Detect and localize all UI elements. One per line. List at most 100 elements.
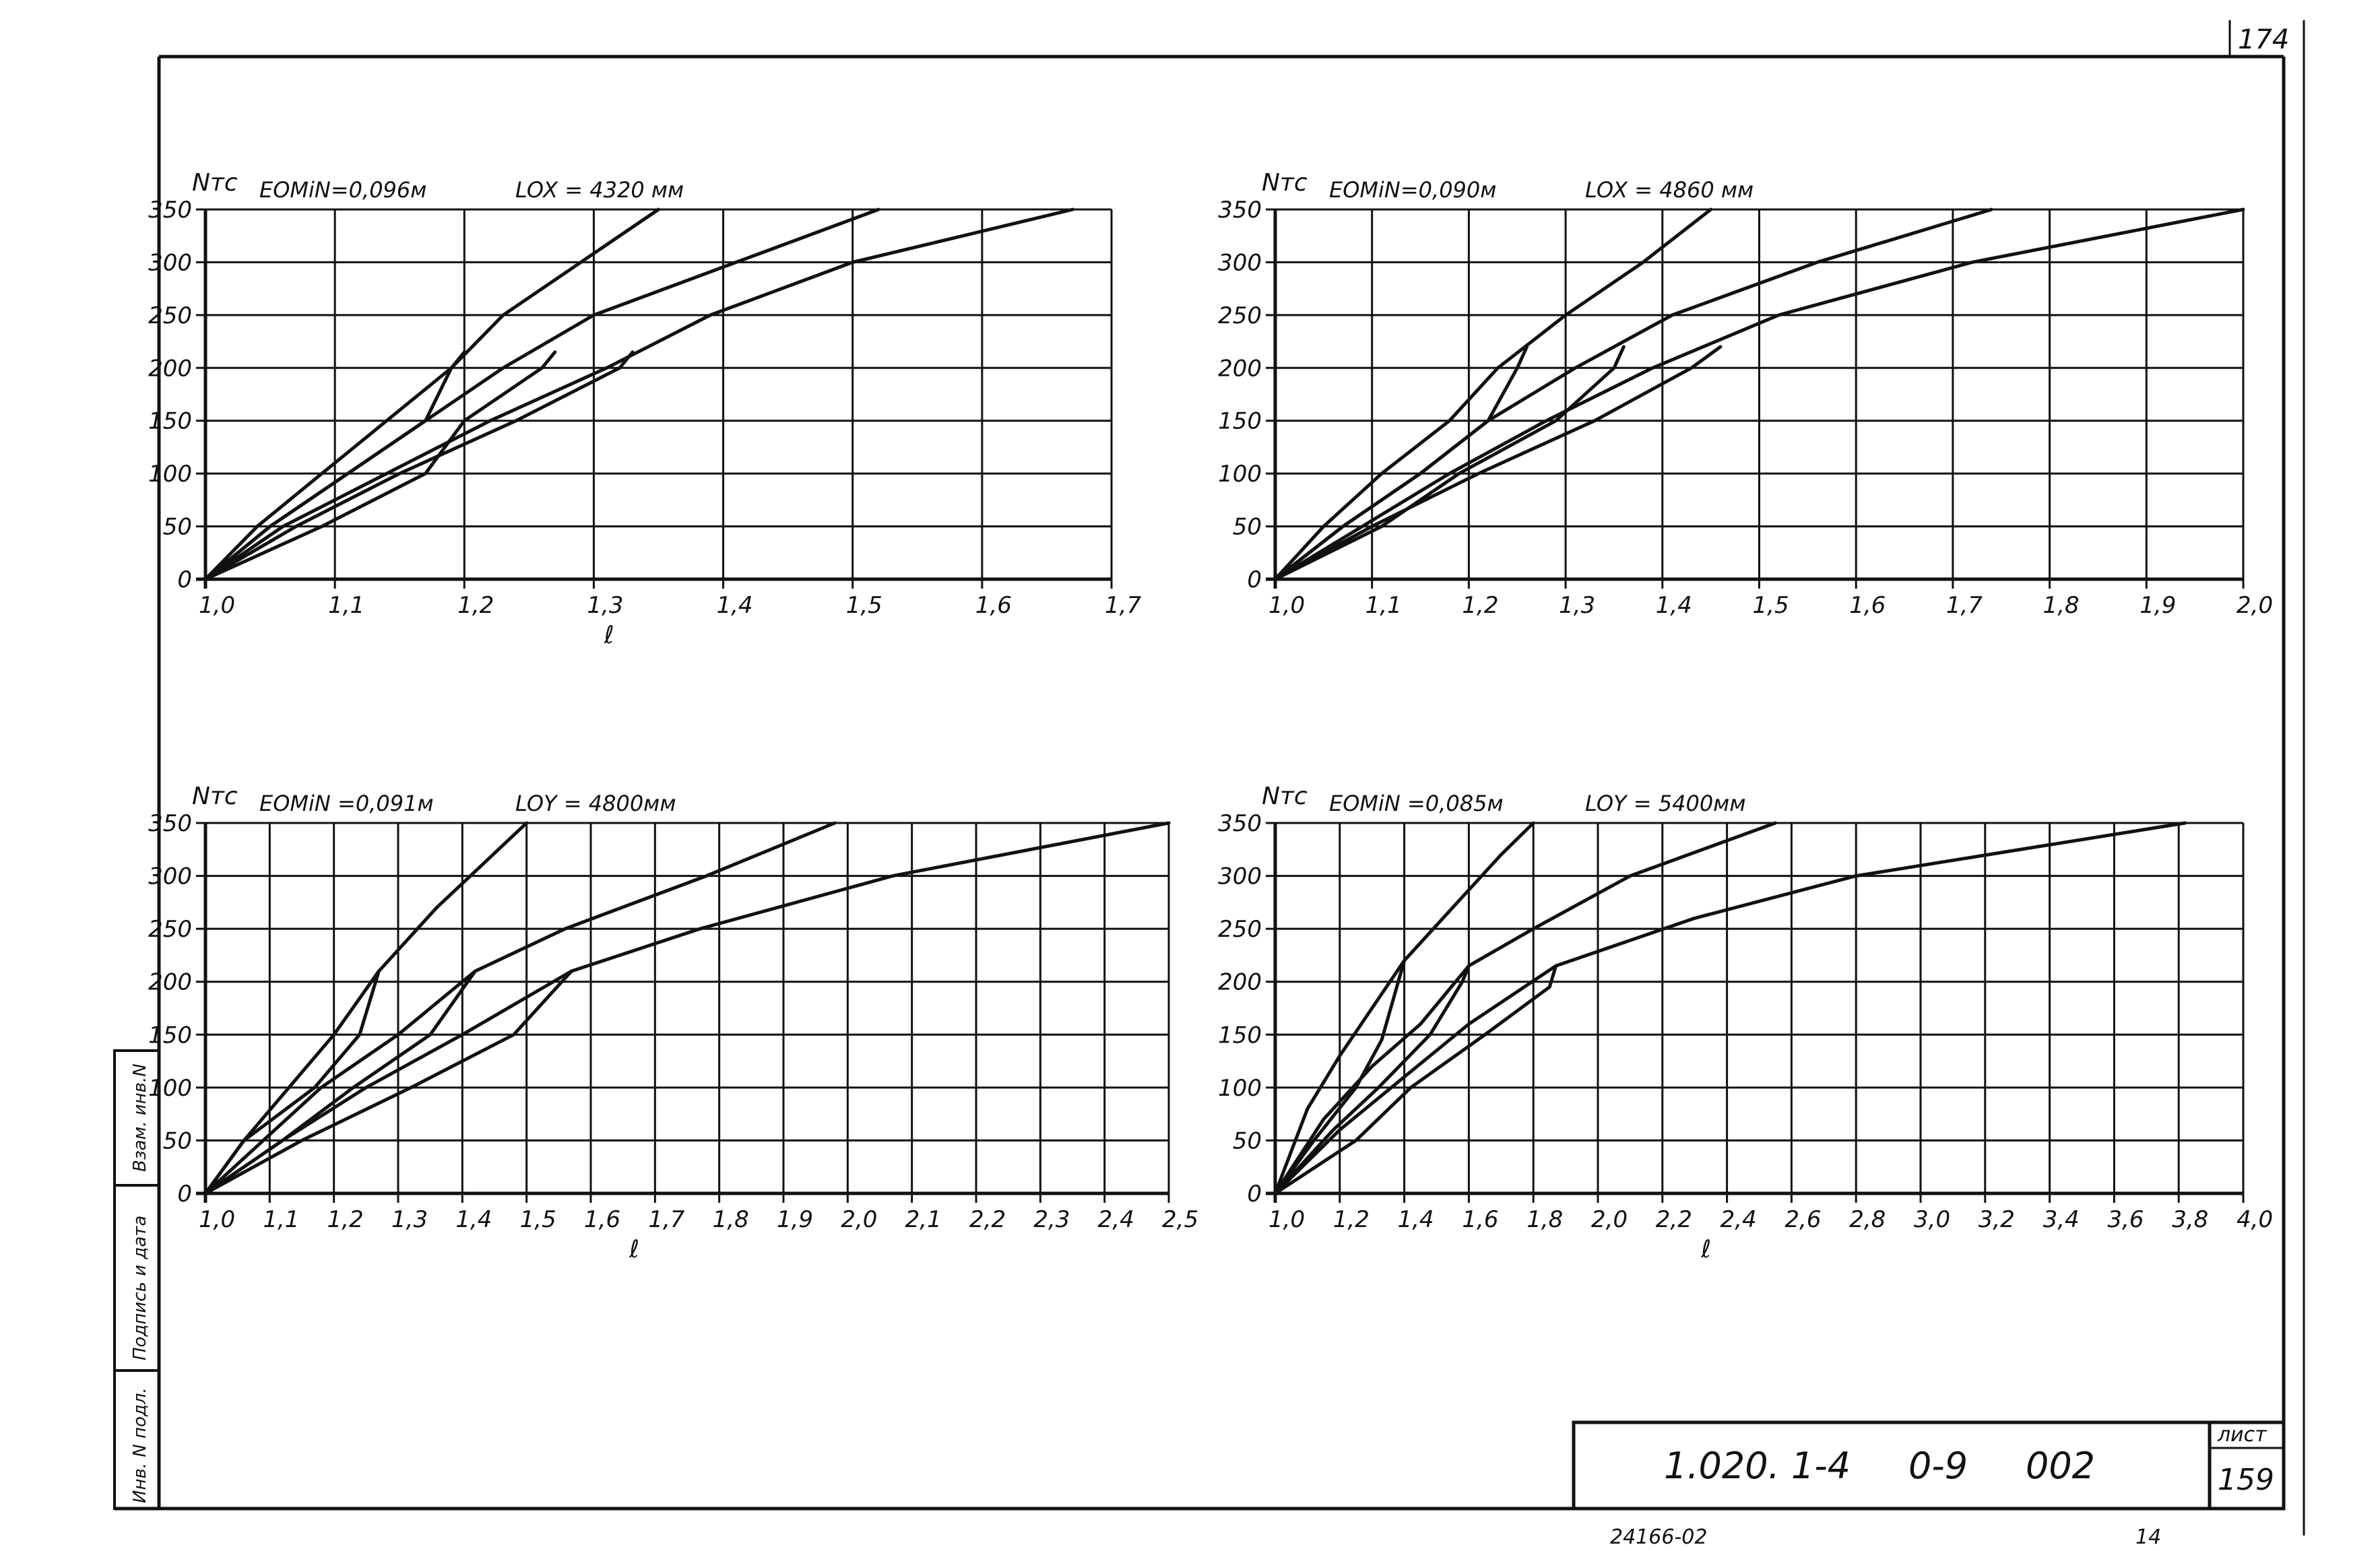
y-tick-label: 300 bbox=[148, 863, 192, 890]
x-tick-label: 1,0 bbox=[199, 592, 235, 619]
length-annotation: LOX = 4320 мм bbox=[515, 177, 684, 203]
series-line-4 bbox=[203, 350, 635, 581]
side-label-2: Подпись и дата bbox=[130, 1216, 150, 1360]
x-tick-label: 1,6 bbox=[975, 592, 1012, 619]
y-tick-label: 250 bbox=[148, 302, 192, 329]
series-line-5 bbox=[203, 350, 557, 581]
series-line-5 bbox=[1273, 345, 1626, 581]
y-tick-label: 200 bbox=[1218, 969, 1262, 996]
sheet-frame bbox=[115, 20, 2305, 1536]
y-tick-label: 100 bbox=[148, 461, 192, 488]
y-tick-label: 50 bbox=[1233, 1127, 1262, 1154]
x-tick-label: 1,8 bbox=[1526, 1206, 1563, 1233]
series-line-2 bbox=[1273, 821, 1777, 1195]
y-tick-label: 350 bbox=[1218, 197, 1262, 224]
x-tick-label: 1,2 bbox=[327, 1206, 364, 1233]
emin-annotation: EOMiN =0,091м bbox=[259, 791, 434, 816]
x-tick-label: 1,5 bbox=[1753, 592, 1789, 619]
y-tick-label: 250 bbox=[1218, 302, 1262, 329]
x-tick-label: 1,4 bbox=[1398, 1206, 1434, 1233]
chart-top-right: 1,0 1,1 1,2 1,3 1,4 1,5 1,6 1,7 1,8 1,9 2,0 0 50 100 1… bbox=[1218, 169, 2273, 619]
x-axis-title: ℓ bbox=[1700, 1236, 1711, 1263]
corner-number: 174 bbox=[2238, 24, 2289, 55]
y-tick-label: 300 bbox=[1218, 249, 1262, 276]
series-line-3 bbox=[203, 821, 1171, 1195]
x-tick-label: 1,6 bbox=[1849, 592, 1886, 619]
y-tick-label: 100 bbox=[1218, 1075, 1262, 1102]
series-line-5 bbox=[203, 969, 477, 1195]
y-tick-label: 150 bbox=[1218, 408, 1262, 435]
series-line-2 bbox=[203, 207, 880, 581]
x-tick-label: 4,0 bbox=[2237, 1206, 2273, 1233]
y-tick-label: 200 bbox=[1218, 355, 1262, 382]
x-tick-label: 2,0 bbox=[841, 1206, 877, 1233]
x-tick-label: 1,2 bbox=[457, 592, 494, 619]
x-tick-label: 2,1 bbox=[905, 1206, 942, 1233]
series-line-3 bbox=[1273, 207, 2245, 581]
x-tick-label: 1,9 bbox=[777, 1206, 813, 1233]
y-tick-label: 0 bbox=[177, 566, 192, 593]
x-tick-label: 1,8 bbox=[2043, 592, 2080, 619]
y-tick-label: 150 bbox=[1218, 1022, 1262, 1049]
x-tick-label: 2,4 bbox=[1720, 1206, 1757, 1233]
sheet-label: лист bbox=[2217, 1423, 2268, 1447]
y-tick-label: 350 bbox=[1218, 810, 1262, 837]
emin-annotation: EOMiN =0,085м bbox=[1329, 791, 1504, 816]
y-tick-label: 100 bbox=[1218, 461, 1262, 488]
x-tick-label: 1,7 bbox=[1946, 592, 1983, 619]
y-tick-label: 350 bbox=[148, 810, 192, 837]
document-code: 1.020. 1-4 0-9 002 bbox=[1664, 1445, 2095, 1487]
x-tick-label: 1,0 bbox=[199, 1206, 235, 1233]
series-line-6 bbox=[1273, 345, 1529, 581]
sheet-number: 159 bbox=[2218, 1463, 2274, 1497]
series-line-3 bbox=[203, 207, 1074, 581]
chart-top-left: 1,0 1,1 1,2 1,3 1,4 1,5 1,6 1,7 0 50 100 150 200 250 3… bbox=[148, 169, 1141, 649]
length-annotation: LOY = 4800мм bbox=[515, 791, 676, 816]
x-tick-label: 3,8 bbox=[2172, 1206, 2208, 1233]
title-block bbox=[1572, 1420, 2286, 1511]
x-tick-label: 1,2 bbox=[1333, 1206, 1370, 1233]
x-axis-title: ℓ bbox=[629, 1236, 639, 1263]
x-tick-label: 1,3 bbox=[391, 1206, 428, 1233]
x-tick-label: 1,8 bbox=[713, 1206, 749, 1233]
y-tick-label: 300 bbox=[1218, 863, 1262, 890]
x-tick-label: 1,1 bbox=[263, 1206, 299, 1233]
series-line-2 bbox=[203, 821, 837, 1195]
side-label-3: Инв. N подл. bbox=[130, 1387, 150, 1503]
y-tick-label: 150 bbox=[148, 1022, 192, 1049]
y-tick-label: 250 bbox=[148, 916, 192, 943]
x-tick-label: 1,4 bbox=[455, 1206, 492, 1233]
y-tick-label: 150 bbox=[148, 408, 192, 435]
y-tick-label: 50 bbox=[163, 514, 192, 541]
x-tick-label: 1,5 bbox=[846, 592, 882, 619]
series-line-1 bbox=[1273, 207, 1713, 581]
x-tick-label: 2,6 bbox=[1784, 1206, 1821, 1233]
emin-annotation: EOMiN=0,090м bbox=[1329, 177, 1496, 203]
series-line-1 bbox=[1273, 821, 1535, 1195]
chart-bottom-right: 1,0 1,2 1,4 1,6 1,8 2,0 2,2 2,4 2,6 2,8 3,0 3,2 3,4 3… bbox=[1218, 783, 2273, 1263]
title-block-box bbox=[1572, 1420, 2286, 1511]
x-tick-label: 1,7 bbox=[648, 1206, 684, 1233]
x-tick-label: 3,2 bbox=[1979, 1206, 2015, 1233]
series-line-1 bbox=[203, 821, 529, 1195]
x-tick-label: 1,5 bbox=[520, 1206, 556, 1233]
x-axis-title: ℓ bbox=[604, 622, 614, 649]
x-tick-label: 2,0 bbox=[2237, 592, 2273, 619]
x-tick-label: 3,6 bbox=[2107, 1206, 2144, 1233]
series-line-6 bbox=[1273, 958, 1407, 1195]
x-tick-label: 1,7 bbox=[1105, 592, 1141, 619]
series-line-5 bbox=[1273, 964, 1471, 1195]
y-tick-label: 50 bbox=[163, 1127, 192, 1154]
bottom-note: 24166-02 bbox=[1610, 1525, 1707, 1549]
x-tick-label: 1,1 bbox=[328, 592, 364, 619]
series-line-4 bbox=[1273, 345, 1723, 581]
y-tick-label: 0 bbox=[1247, 566, 1262, 593]
series-line-4 bbox=[1273, 964, 1558, 1195]
y-axis-title: Nтс bbox=[1262, 169, 1308, 197]
series-line-6 bbox=[203, 350, 466, 581]
x-tick-label: 1,1 bbox=[1365, 592, 1402, 619]
x-tick-label: 3,4 bbox=[2043, 1206, 2080, 1233]
y-tick-label: 200 bbox=[148, 969, 192, 996]
y-tick-label: 50 bbox=[1233, 514, 1262, 541]
